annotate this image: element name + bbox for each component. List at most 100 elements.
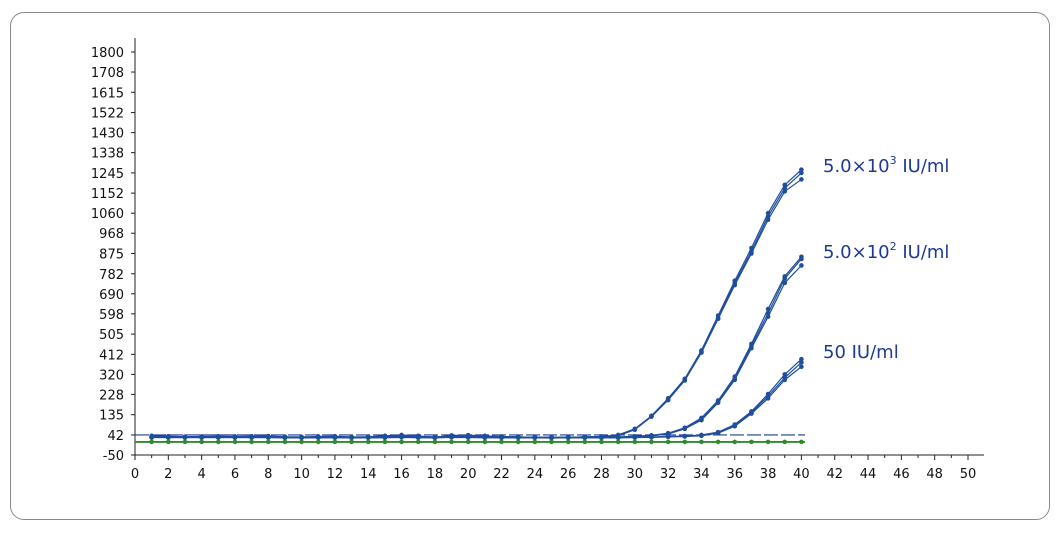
data-point [765, 217, 771, 223]
data-point [532, 439, 538, 445]
x-tick-label: 20 [460, 467, 477, 482]
data-point [732, 377, 738, 383]
data-point [599, 439, 604, 445]
x-tick-label: 46 [893, 467, 910, 482]
data-point [799, 167, 804, 172]
data-point [649, 414, 654, 419]
data-point [482, 439, 488, 445]
data-point [249, 439, 254, 445]
data-point [599, 435, 604, 441]
series-annotation: 5.0×103 IU/ml [823, 154, 949, 177]
data-point [249, 435, 254, 440]
data-point [715, 400, 721, 406]
data-point [449, 439, 454, 445]
y-tick-label: 598 [99, 308, 124, 323]
y-tick-label: 505 [99, 328, 124, 343]
data-point [549, 439, 554, 445]
data-point [632, 435, 638, 440]
y-tick-label: 42 [107, 429, 124, 444]
data-point [216, 439, 221, 445]
data-point [765, 439, 771, 445]
series-line [151, 358, 802, 439]
data-point [332, 439, 338, 445]
data-point [365, 439, 371, 445]
y-tick-label: 320 [99, 368, 124, 383]
data-point [549, 435, 554, 441]
data-point [682, 439, 688, 445]
x-tick-label: 14 [360, 467, 377, 482]
data-point [432, 435, 438, 441]
data-point [782, 276, 788, 281]
data-point [265, 439, 271, 445]
data-point [615, 435, 621, 441]
data-point [465, 435, 471, 440]
y-tick-label: 1338 [91, 147, 124, 162]
data-point [799, 170, 804, 176]
data-point [282, 435, 288, 441]
series-line [151, 265, 802, 439]
series-line [151, 361, 802, 439]
x-tick-label: 16 [393, 467, 410, 482]
data-point [749, 345, 754, 351]
data-point [315, 439, 321, 445]
data-point [749, 251, 754, 256]
x-tick-label: 30 [627, 467, 644, 482]
series-lines [149, 167, 804, 445]
data-point [282, 439, 288, 445]
data-point [382, 439, 388, 445]
x-tick-label: 32 [660, 467, 677, 482]
data-point [632, 439, 638, 445]
data-point [632, 427, 638, 433]
data-point [399, 439, 404, 445]
data-point [665, 434, 671, 440]
data-point [515, 435, 521, 441]
data-point [299, 439, 304, 445]
data-point [649, 435, 654, 440]
data-point [582, 435, 588, 441]
data-point [782, 372, 788, 377]
data-point [782, 377, 788, 383]
y-tick-label: 1152 [91, 187, 124, 202]
data-point [515, 439, 521, 445]
y-tick-label: 968 [99, 227, 124, 242]
data-point [349, 435, 354, 441]
data-point [749, 411, 754, 416]
data-point [649, 439, 654, 445]
axes: -504213522832041250559869078287596810601… [91, 38, 984, 482]
data-point [799, 256, 804, 262]
data-point [782, 182, 788, 188]
data-point [682, 378, 688, 383]
data-point [765, 396, 771, 401]
x-tick-label: 44 [860, 467, 877, 482]
data-point [765, 314, 771, 319]
data-point [715, 316, 721, 322]
data-point [365, 435, 371, 441]
data-point [749, 439, 754, 445]
y-tick-label: 228 [99, 388, 124, 403]
x-tick-label: 4 [197, 467, 205, 482]
data-point [332, 435, 338, 441]
data-point [699, 350, 704, 355]
y-tick-label: 875 [99, 248, 124, 263]
x-tick-label: 42 [826, 467, 843, 482]
data-point [732, 282, 738, 288]
y-tick-label: 412 [99, 348, 124, 363]
data-point [799, 360, 804, 365]
data-point [699, 417, 704, 423]
y-tick-label: 135 [99, 409, 124, 424]
x-tick-label: 28 [593, 467, 610, 482]
data-point [232, 435, 238, 440]
y-tick-label: 1615 [91, 86, 124, 101]
x-tick-label: 48 [926, 467, 943, 482]
series-line [151, 169, 802, 439]
x-tick-label: 6 [231, 467, 239, 482]
x-tick-label: 36 [726, 467, 743, 482]
x-tick-label: 40 [793, 467, 810, 482]
data-point [782, 280, 788, 286]
series-line [151, 172, 802, 438]
data-point [699, 433, 704, 439]
data-point [182, 435, 188, 440]
data-point [782, 189, 788, 194]
y-tick-label: 690 [99, 288, 124, 303]
data-point [699, 439, 704, 445]
